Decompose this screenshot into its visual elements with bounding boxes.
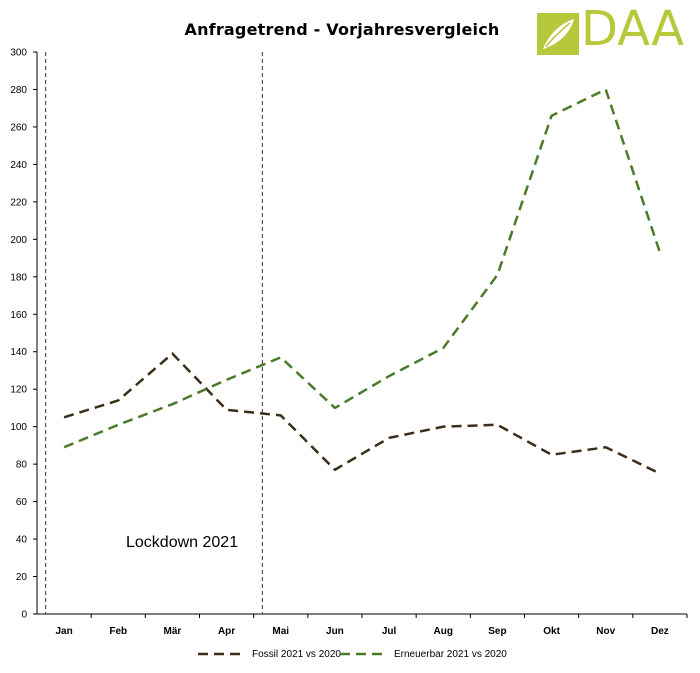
logo-text: DAA <box>581 1 685 57</box>
x-tick-label: Nov <box>596 626 615 637</box>
x-tick-label: Sep <box>488 626 506 637</box>
x-tick-label: Okt <box>543 626 560 637</box>
daa-logo: DAA <box>537 5 687 57</box>
y-tick-label: 0 <box>21 610 27 621</box>
y-tick-label: 180 <box>10 272 27 283</box>
y-tick-label: 200 <box>10 235 27 246</box>
y-tick-label: 280 <box>10 85 27 96</box>
series-line-erneuerbar <box>63 88 662 449</box>
x-tick-label: Dez <box>651 626 669 637</box>
y-tick-label: 100 <box>10 422 27 433</box>
legend-item-fossil: Fossil 2021 vs 2020 <box>196 645 341 663</box>
x-tick-label: Apr <box>218 626 235 637</box>
series-line-fossil <box>63 352 661 475</box>
legend-item-erneuerbar: Erneuerbar 2021 vs 2020 <box>338 645 507 663</box>
y-tick-label: 300 <box>10 48 27 59</box>
x-tick-label: Feb <box>109 626 127 637</box>
leaf-icon <box>537 13 579 55</box>
y-tick-label: 220 <box>10 197 27 208</box>
y-tick-label: 140 <box>10 347 27 358</box>
y-tick-label: 20 <box>16 572 28 583</box>
y-tick-label: 40 <box>16 535 28 546</box>
lockdown-label: Lockdown 2021 <box>126 534 239 551</box>
x-tick-label: Aug <box>434 626 453 637</box>
legend-label-fossil: Fossil 2021 vs 2020 <box>252 648 341 660</box>
x-tick-label: Jun <box>326 626 344 637</box>
legend-swatch-erneuerbar <box>340 652 388 656</box>
chart-title: Anfragetrend - Vorjahresvergleich <box>184 20 500 39</box>
y-tick-label: 240 <box>10 160 27 171</box>
legend-label-erneuerbar: Erneuerbar 2021 vs 2020 <box>394 648 507 660</box>
y-tick-label: 160 <box>10 310 27 321</box>
x-tick-label: Jul <box>382 626 397 637</box>
legend: Fossil 2021 vs 2020 Erneuerbar 2021 vs 2… <box>196 645 576 663</box>
y-tick-label: 80 <box>16 460 28 471</box>
y-tick-label: 60 <box>16 497 28 508</box>
x-tick-label: Jan <box>55 626 72 637</box>
x-tick-label: Mär <box>164 626 182 637</box>
x-tick-label: Mai <box>272 626 289 637</box>
y-tick-label: 260 <box>10 122 27 133</box>
legend-swatch-fossil <box>198 652 246 656</box>
y-tick-label: 120 <box>10 385 27 396</box>
